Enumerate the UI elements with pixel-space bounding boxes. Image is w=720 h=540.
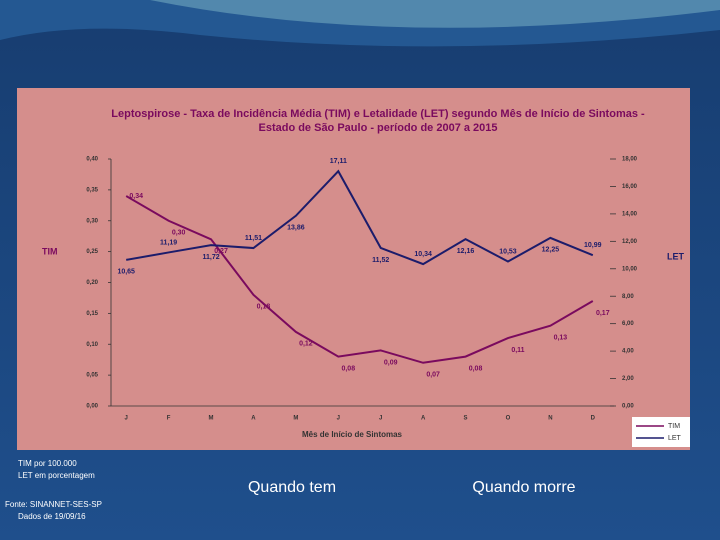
x-tick-label: A <box>251 416 256 422</box>
data-label: 0,30 <box>172 230 186 237</box>
data-label: 11,52 <box>372 257 389 264</box>
x-tick-label: J <box>337 416 340 422</box>
chart-title: Leptospirose - Taxa de Incidência Média … <box>111 108 645 134</box>
y-tick-label: 0,35 <box>86 187 98 193</box>
y2-tick-label: 0,00 <box>622 404 634 410</box>
data-label: 13,86 <box>287 225 305 232</box>
legend-label: LET <box>668 435 682 442</box>
note: TIM por 100.000 <box>18 459 77 468</box>
y2-tick-label: 2,00 <box>622 376 634 382</box>
data-label: 12,16 <box>457 248 475 255</box>
chart-area <box>17 88 690 450</box>
data-label: 0,34 <box>129 193 143 200</box>
caption: Quando tem <box>248 479 336 496</box>
x-axis-label: Mês de Início de Sintomas <box>302 430 403 439</box>
x-tick-label: J <box>125 416 128 422</box>
y2-tick-label: 8,00 <box>622 294 634 300</box>
data-label: 0,18 <box>257 304 271 311</box>
source: Fonte: SINANNET-SES-SP <box>5 500 102 509</box>
y2-tick-label: 10,00 <box>622 266 638 272</box>
y2-tick-label: 14,00 <box>622 211 638 217</box>
data-label: 0,11 <box>511 347 524 354</box>
x-tick-label: N <box>548 416 552 422</box>
y-tick-label: 0,00 <box>86 404 98 410</box>
x-tick-label: A <box>421 416 426 422</box>
caption: Quando morre <box>472 479 575 496</box>
x-tick-label: O <box>506 416 511 422</box>
data-label: 0,09 <box>384 359 398 366</box>
y2-tick-label: 6,00 <box>622 321 634 327</box>
legend-label: TIM <box>668 423 680 430</box>
legend <box>632 417 690 447</box>
data-label: 10,34 <box>414 251 432 258</box>
data-label: 12,25 <box>542 247 560 254</box>
x-tick-label: M <box>293 416 298 422</box>
data-label: 0,12 <box>299 341 313 348</box>
series-line <box>125 195 594 364</box>
y-axis-label: TIM <box>42 246 58 256</box>
data-label: 10,53 <box>499 248 517 255</box>
x-tick-label: M <box>209 416 214 422</box>
note: LET em porcentagem <box>18 471 95 480</box>
data-label: 10,99 <box>584 242 602 249</box>
data-label: 0,07 <box>426 372 440 379</box>
data-label: 17,11 <box>330 158 347 165</box>
data-label: 0,17 <box>596 310 610 317</box>
source: Dados de 19/09/16 <box>18 512 86 521</box>
data-label: 11,19 <box>160 239 177 246</box>
decoration <box>150 0 720 28</box>
x-tick-label: J <box>379 416 382 422</box>
data-label: 0,08 <box>341 365 355 372</box>
data-label: 0,08 <box>469 365 483 372</box>
y-tick-label: 0,40 <box>86 157 98 163</box>
y-tick-label: 0,10 <box>86 342 98 348</box>
y2-axis-label: LET <box>667 251 685 261</box>
data-label: 0,13 <box>554 335 568 342</box>
y-tick-label: 0,05 <box>86 373 98 379</box>
data-label: 10,65 <box>117 269 135 276</box>
y-tick-label: 0,15 <box>86 311 98 317</box>
data-label: 11,72 <box>202 254 219 261</box>
y2-tick-label: 12,00 <box>622 239 638 245</box>
y2-tick-label: 16,00 <box>622 184 638 190</box>
y2-tick-label: 18,00 <box>622 157 638 163</box>
y-tick-label: 0,30 <box>86 218 98 224</box>
y-tick-label: 0,20 <box>86 280 98 286</box>
series-line <box>126 169 594 266</box>
y-tick-label: 0,25 <box>86 249 98 255</box>
y2-tick-label: 4,00 <box>622 349 634 355</box>
x-tick-label: S <box>464 416 468 422</box>
x-tick-label: F <box>167 416 171 422</box>
data-label: 11,51 <box>245 235 262 242</box>
x-tick-label: D <box>591 416 596 422</box>
